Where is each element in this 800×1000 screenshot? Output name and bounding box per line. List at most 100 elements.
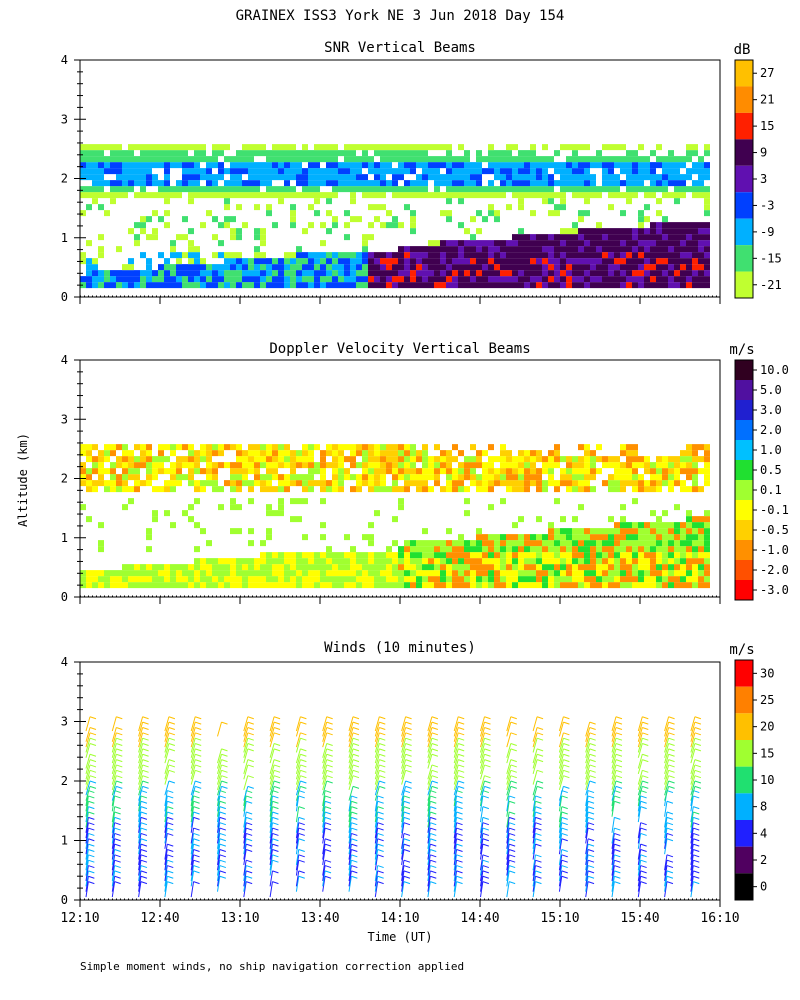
snr-cell [488,180,494,187]
x-tick-label: 15:40 [620,911,659,926]
snr-cell [356,156,362,163]
doppler-cell [476,546,482,553]
snr-cell [212,276,218,283]
snr-cell [698,240,704,247]
snr-cell [554,264,560,271]
wind-barb-flag [352,726,360,730]
doppler-cell [170,522,176,529]
wind-barb [269,721,275,737]
colorbar-label: 2.0 [760,423,782,437]
wind-barb [295,849,300,865]
doppler-cell [626,576,632,583]
wind-barb [637,795,642,812]
snr-cell [326,210,332,217]
wind-barb-flag [482,822,490,826]
snr-cell [350,276,356,283]
wind-barb-flag [377,822,384,826]
snr-cell [668,240,674,247]
doppler-cell [86,468,92,475]
wind-barb [164,817,168,833]
wind-barb [690,716,696,732]
doppler-cell [128,468,134,475]
snr-cell [158,264,164,271]
snr-cell [290,156,296,163]
doppler-cell [488,552,494,559]
wind-barb [506,775,512,791]
doppler-cell [626,456,632,463]
snr-cell [320,144,326,151]
snr-cell [434,180,440,187]
wind-barb [690,780,696,796]
wind-barb [348,854,352,871]
snr-cell [566,282,572,289]
doppler-cell [320,558,326,565]
doppler-cell [386,582,392,589]
snr-cell [308,270,314,277]
snr-cell [458,252,464,259]
wind-barb-flag [379,775,386,779]
wind-barb [322,727,328,742]
snr-cell [698,156,704,163]
wind-barb-flag [587,875,595,879]
doppler-cell [224,480,230,487]
snr-cell [452,252,458,259]
snr-cell [632,162,638,169]
doppler-cell [116,462,122,469]
wind-barb [427,833,431,849]
wind-barb-flag [561,832,568,836]
wind-barb-flag [403,881,411,885]
doppler-cell [158,576,164,583]
snr-cell [206,282,212,289]
wind-barb [664,860,668,876]
doppler-cell [590,570,596,577]
wind-barb [190,801,195,817]
doppler-cell [470,456,476,463]
wind-barb [374,716,380,732]
doppler-cell [290,552,296,559]
wind-barb [637,827,642,844]
snr-cell [452,264,458,271]
doppler-cell [440,570,446,577]
snr-cell [326,198,332,205]
wind-barb [480,817,484,833]
wind-barb-flag [614,800,621,804]
doppler-cell [554,534,560,541]
snr-cell [560,180,566,187]
wind-barb-flag [89,769,97,773]
wind-barb [427,748,433,764]
wind-barb-flag [379,737,386,741]
wind-barb-flag [324,827,332,831]
snr-cell [578,162,584,169]
wind-barb [295,748,301,764]
doppler-cell [554,582,560,589]
wind-barb [243,732,249,748]
snr-cell [404,156,410,163]
snr-cell [356,252,362,259]
doppler-cell [332,468,338,475]
wind-barb [637,732,643,748]
snr-cell [260,168,266,175]
doppler-cell [530,582,536,589]
snr-cell [140,150,146,157]
doppler-cell [560,480,566,487]
doppler-cell [686,558,692,565]
wind-barb [637,822,642,839]
wind-barb-flag [458,769,465,773]
snr-cell [590,162,596,169]
snr-cell [704,198,710,205]
snr-cell [110,270,116,277]
snr-cell [206,156,212,163]
doppler-cell [368,480,374,487]
snr-cell [464,174,470,181]
doppler-cell [170,462,176,469]
colorbar-swatch [735,846,753,874]
wind-barb-flag [561,870,568,874]
wind-barb-flag [430,843,437,847]
doppler-cell [590,534,596,541]
snr-cell [506,276,512,283]
doppler-cell [278,504,284,511]
doppler-cell [656,582,662,589]
wind-barb-flag [219,843,227,847]
doppler-cell [98,456,104,463]
snr-cell [212,156,218,163]
